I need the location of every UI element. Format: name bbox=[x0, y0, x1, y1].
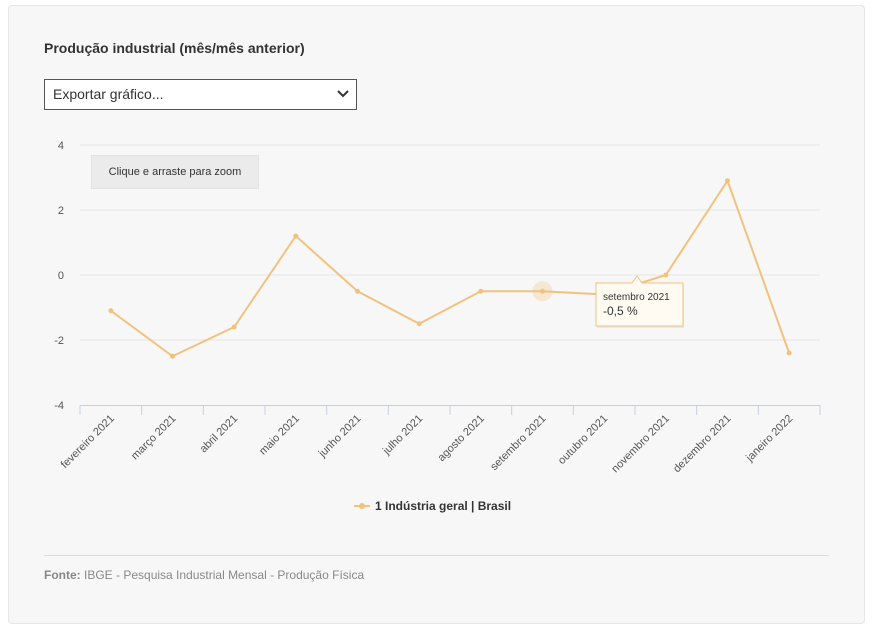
chevron-down-icon bbox=[337, 90, 349, 98]
x-tick-label: março 2021 bbox=[129, 413, 179, 463]
x-tick-label: junho 2021 bbox=[316, 413, 364, 461]
legend-item-label[interactable]: 1 Indústria geral | Brasil bbox=[375, 499, 511, 513]
y-tick-label: -2 bbox=[54, 335, 64, 347]
zoom-button-label: Clique e arraste para zoom bbox=[108, 166, 242, 178]
x-tick-label: janeiro 2022 bbox=[743, 413, 795, 465]
x-tick-label: fevereiro 2021 bbox=[59, 413, 117, 471]
tooltip-category: setembro 2021 bbox=[603, 292, 670, 303]
y-tick-label: 0 bbox=[58, 270, 64, 282]
x-tick-label: outubro 2021 bbox=[556, 413, 610, 467]
tooltip-box bbox=[595, 275, 684, 327]
x-tick-label: setembro 2021 bbox=[488, 413, 548, 473]
data-point[interactable] bbox=[293, 233, 299, 239]
chart-title: Produção industrial (mês/mês anterior) bbox=[44, 40, 305, 56]
data-point[interactable] bbox=[170, 353, 175, 359]
source-label: Fonte: bbox=[44, 568, 81, 582]
tooltip-value: -0,5 % bbox=[603, 304, 638, 318]
export-chart-select[interactable]: Exportar gráfico... bbox=[44, 79, 357, 110]
y-tick-label: 4 bbox=[58, 140, 64, 152]
x-tick-label: julho 2021 bbox=[380, 413, 425, 458]
x-tick-label: abril 2021 bbox=[198, 413, 241, 456]
y-tick-label: -4 bbox=[54, 400, 64, 412]
footer-divider bbox=[44, 555, 829, 556]
x-tick-label: dezembro 2021 bbox=[671, 413, 734, 476]
y-tick-label: 2 bbox=[58, 205, 64, 217]
data-point[interactable] bbox=[663, 272, 669, 278]
data-point[interactable] bbox=[231, 324, 237, 330]
data-point[interactable] bbox=[416, 321, 422, 327]
source-text: IBGE - Pesquisa Industrial Mensal - Prod… bbox=[84, 568, 365, 582]
zoom-button[interactable]: Clique e arraste para zoom bbox=[91, 155, 259, 189]
data-point[interactable] bbox=[108, 308, 114, 314]
data-point[interactable] bbox=[786, 350, 792, 356]
legend-point-symbol bbox=[359, 503, 365, 509]
data-point[interactable] bbox=[478, 288, 484, 294]
data-point[interactable] bbox=[355, 288, 360, 294]
data-point[interactable] bbox=[725, 178, 730, 184]
data-point[interactable] bbox=[540, 288, 545, 294]
source-note: Fonte: IBGE - Pesquisa Industrial Mensal… bbox=[44, 568, 364, 582]
x-tick-label: maio 2021 bbox=[257, 413, 302, 458]
x-tick-label: agosto 2021 bbox=[436, 413, 487, 464]
x-tick-label: novembro 2021 bbox=[609, 413, 672, 476]
export-chart-label: Exportar gráfico... bbox=[53, 86, 164, 102]
series-line bbox=[110, 179, 791, 358]
